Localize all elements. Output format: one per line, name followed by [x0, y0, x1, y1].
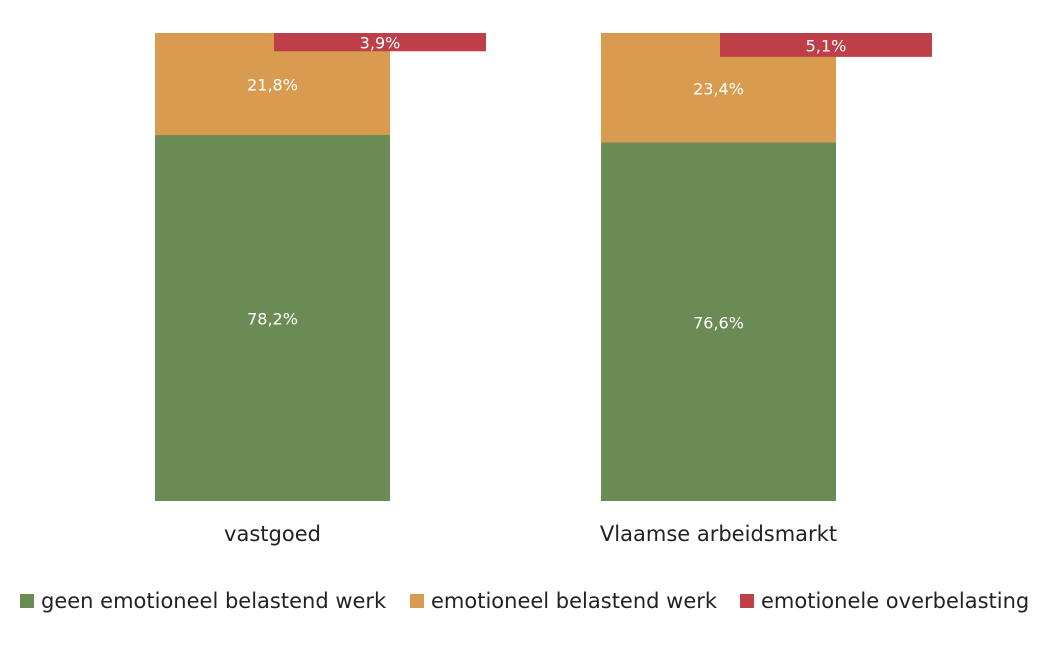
bar-segment: [155, 135, 390, 502]
value-label: 21,8%: [247, 76, 298, 95]
value-label: 5,1%: [806, 36, 847, 55]
bar-segment: [720, 33, 932, 57]
x-tick-label: vastgoed: [224, 522, 321, 546]
value-label: 78,2%: [247, 310, 298, 329]
legend-swatch: [410, 594, 424, 608]
value-label: 3,9%: [360, 34, 401, 53]
legend-swatch: [20, 594, 34, 608]
x-tick-label: Vlaamse arbeidsmarkt: [600, 522, 837, 546]
legend-label: emotioneel belastend werk: [431, 589, 718, 613]
bar-segment: [601, 142, 836, 501]
legend-swatch: [740, 594, 754, 608]
legend-label: emotionele overbelasting: [761, 589, 1029, 613]
value-label: 76,6%: [693, 313, 744, 332]
value-label: 23,4%: [693, 79, 744, 98]
legend-label: geen emotioneel belastend werk: [41, 589, 387, 613]
bar-segment: [274, 33, 486, 52]
